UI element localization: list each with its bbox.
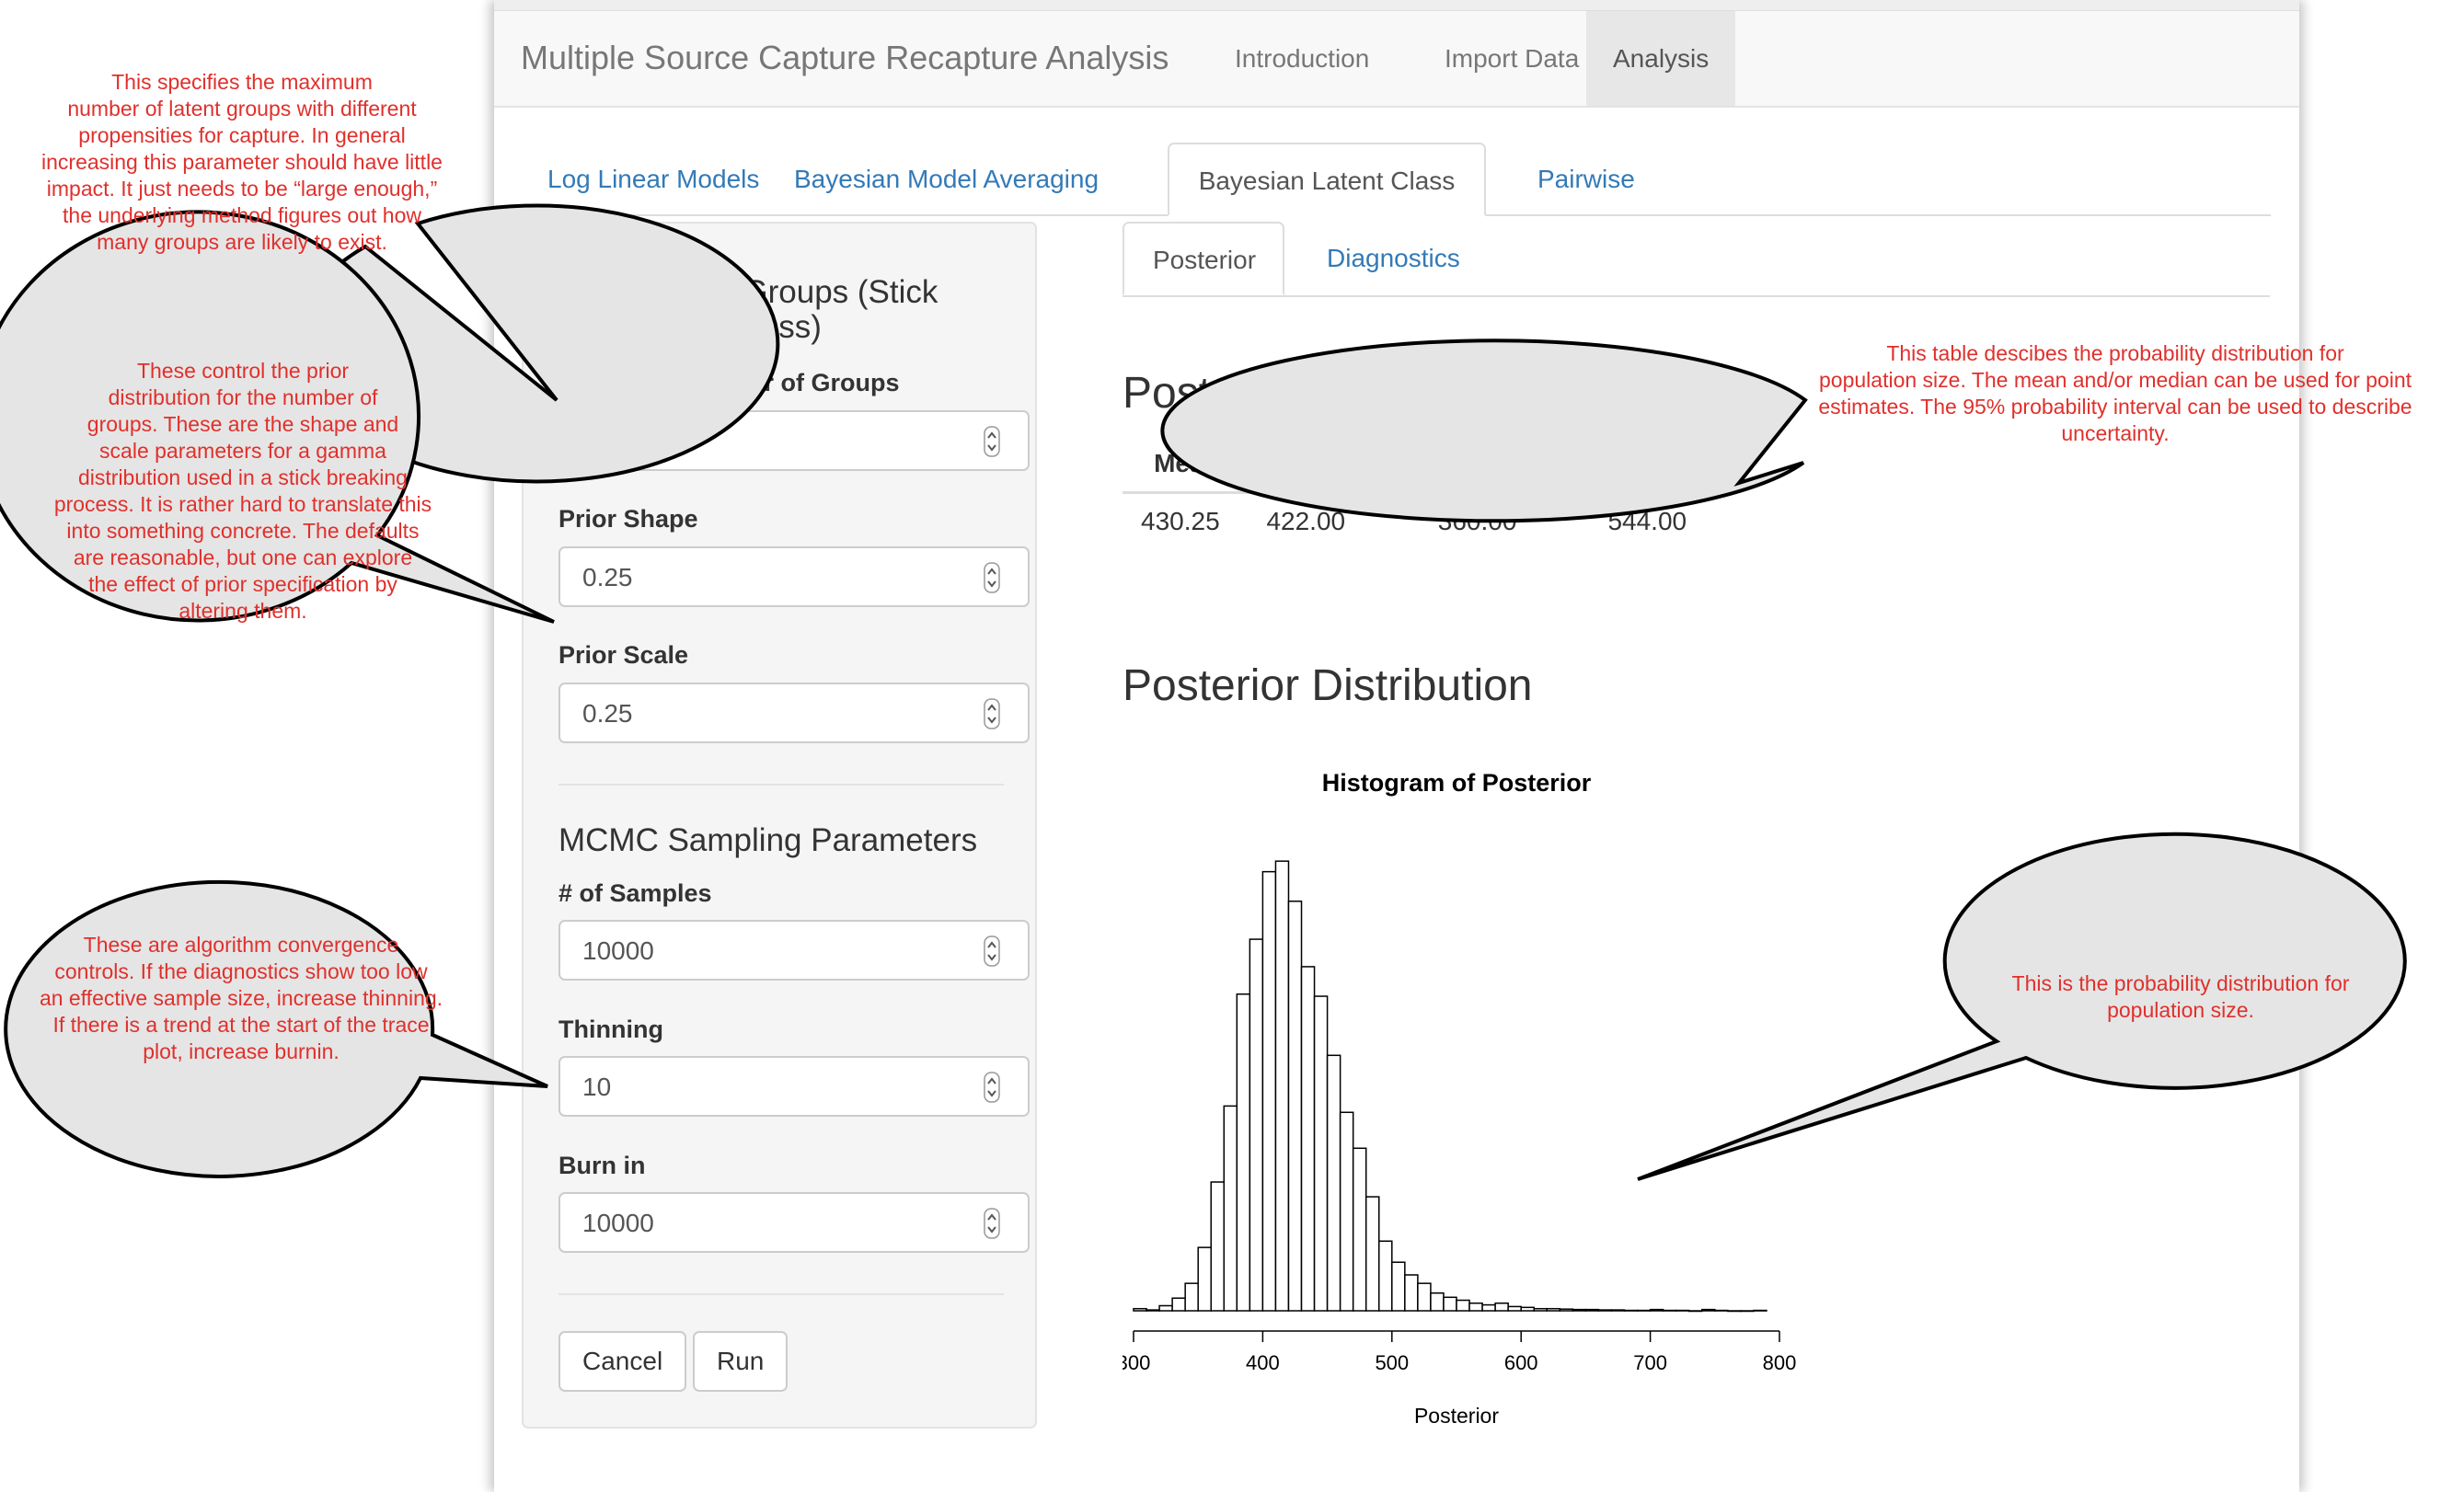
divider xyxy=(558,784,1004,786)
model-tabs: Log Linear Models Bayesian Model Averagi… xyxy=(519,143,2271,216)
callout-line: plot, increase burnin. xyxy=(143,1039,340,1063)
run-button[interactable]: Run xyxy=(693,1331,789,1392)
callout-line: These control the prior xyxy=(136,359,350,383)
callout-line: If there is a trend at the start of the … xyxy=(52,1013,430,1037)
burnin-value: 10000 xyxy=(582,1209,654,1237)
posterior-distribution-title: Posterior Distribution xyxy=(1123,661,1533,710)
x-tick-label: 500 xyxy=(1375,1351,1409,1374)
app-brand[interactable]: Multiple Source Capture Recapture Analys… xyxy=(521,39,1169,76)
callout-bubble-table xyxy=(1160,339,1808,523)
tab-bayesian-latent-class[interactable]: Bayesian Latent Class xyxy=(1168,143,1486,216)
spinner-icon[interactable] xyxy=(984,562,1000,593)
x-axis-label: Posterior xyxy=(1414,1404,1499,1428)
x-tick-label: 300 xyxy=(1123,1351,1150,1374)
cancel-button[interactable]: Cancel xyxy=(558,1331,687,1392)
burnin-input[interactable]: 10000 xyxy=(558,1192,1030,1253)
chart-title: Histogram of Posterior xyxy=(1322,769,1592,797)
callout-line: distribution for the number of xyxy=(108,385,378,409)
spinner-icon[interactable] xyxy=(984,698,1000,729)
spinner-icon[interactable] xyxy=(984,426,1000,457)
callout-line: many groups are likely to exist. xyxy=(97,230,387,254)
browser-toolbar-strip xyxy=(494,0,2299,11)
posterior-histogram: Histogram of Posterior 300 400 500 600 700 80… xyxy=(1123,769,1797,1428)
samples-label: # of Samples xyxy=(558,879,712,907)
callout-bubble-histogram xyxy=(1637,832,2407,1181)
callout-table-text: This table descibes the probability dist… xyxy=(1778,340,2453,447)
callout-line: scale parameters for a gamma xyxy=(99,439,386,463)
callout-line: These are algorithm convergence xyxy=(83,933,399,957)
navbar: Multiple Source Capture Recapture Analys… xyxy=(494,11,2299,108)
callout-histogram-text: This is the probability distribution for… xyxy=(1951,970,2411,1024)
samples-value: 10000 xyxy=(582,936,654,965)
tab-pairwise[interactable]: Pairwise xyxy=(1537,165,1635,193)
tab-log-linear-models[interactable]: Log Linear Models xyxy=(547,165,760,193)
prior-scale-input[interactable]: 0.25 xyxy=(558,683,1030,743)
chart-axes: 30040050060070080002004006008001000 xyxy=(1123,1330,1797,1374)
callout-mcmc-text: These are algorithm convergence controls… xyxy=(26,932,456,1065)
spinner-icon[interactable] xyxy=(984,1208,1000,1239)
x-tick-label: 400 xyxy=(1246,1351,1280,1374)
callout-prior-text: These control the prior distribution for… xyxy=(22,358,464,625)
thinning-value: 10 xyxy=(582,1073,612,1101)
callout-line: population size. The mean and/or median … xyxy=(1819,368,2412,392)
samples-input[interactable]: 10000 xyxy=(558,920,1030,981)
tab-diagnostics[interactable]: Diagnostics xyxy=(1327,244,1460,272)
x-tick-label: 800 xyxy=(1763,1351,1797,1374)
callout-line: the underlying method figures out how xyxy=(63,203,421,227)
callout-line: increasing this parameter should have li… xyxy=(41,150,443,174)
callout-line: number of latent groups with different xyxy=(67,97,417,121)
histogram-bars xyxy=(1133,860,1767,1313)
thinning-input[interactable]: 10 xyxy=(558,1056,1030,1117)
x-tick-label: 600 xyxy=(1504,1351,1538,1374)
mcmc-heading: MCMC Sampling Parameters xyxy=(558,822,978,858)
burnin-label: Burn in xyxy=(558,1152,646,1179)
prior-scale-value: 0.25 xyxy=(582,699,633,728)
callout-line: process. It is rather hard to translate … xyxy=(53,492,432,516)
divider xyxy=(558,1293,1004,1295)
prior-shape-label: Prior Shape xyxy=(558,505,698,533)
callout-line: altering them. xyxy=(178,599,307,623)
callout-bubble-prior xyxy=(0,210,555,624)
prior-scale-label: Prior Scale xyxy=(558,641,689,669)
prior-shape-input[interactable]: 0.25 xyxy=(558,546,1030,607)
callout-line: into something concrete. The defaults xyxy=(66,519,420,543)
prior-shape-value: 0.25 xyxy=(582,563,633,591)
callout-line: impact. It just needs to be “large enoug… xyxy=(46,177,438,201)
callout-line: population size. xyxy=(2107,998,2254,1022)
callout-line: This specifies the maximum xyxy=(111,70,373,94)
thinning-label: Thinning xyxy=(558,1016,663,1043)
callout-line: estimates. The 95% probability interval … xyxy=(1818,395,2412,419)
nav-import-data[interactable]: Import Data xyxy=(1445,44,1580,73)
spinner-icon[interactable] xyxy=(984,1072,1000,1103)
x-tick-label: 700 xyxy=(1633,1351,1667,1374)
callout-line: uncertainty. xyxy=(2061,421,2170,445)
result-tabs: Posterior Diagnostics xyxy=(1123,222,2270,297)
callout-groups-text: This specifies the maximum number of lat… xyxy=(0,69,484,256)
callout-line: are reasonable, but one can explore xyxy=(73,545,413,569)
nav-introduction[interactable]: Introduction xyxy=(1235,44,1370,73)
spinner-icon[interactable] xyxy=(984,935,1000,967)
callout-line: controls. If the diagnostics show too lo… xyxy=(54,959,428,983)
callout-line: propensities for capture. In general xyxy=(78,123,406,147)
callout-line: the effect of prior specification by xyxy=(88,572,397,596)
cell-mean: 430.25 xyxy=(1141,507,1220,535)
histogram-bar xyxy=(1753,1309,1767,1312)
tab-bayesian-model-averaging[interactable]: Bayesian Model Averaging xyxy=(794,165,1100,193)
callout-line: This table descibes the probability dist… xyxy=(1886,341,2344,365)
tab-posterior[interactable]: Posterior xyxy=(1123,222,1284,295)
callout-line: This is the probability distribution for xyxy=(2011,971,2350,995)
callout-line: an effective sample size, increase thinn… xyxy=(39,986,443,1010)
callout-line: distribution used in a stick breaking xyxy=(78,465,408,489)
nav-analysis[interactable]: Analysis xyxy=(1586,11,1735,106)
callout-line: groups. These are the shape and xyxy=(86,412,399,436)
cell-median: 422.00 xyxy=(1266,507,1346,535)
callout-bubble-mcmc xyxy=(4,879,548,1178)
